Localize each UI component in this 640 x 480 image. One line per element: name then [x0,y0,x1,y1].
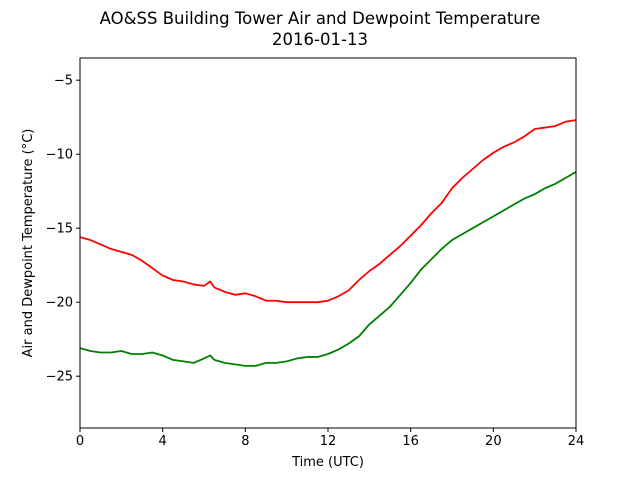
y-tick-label: −10 [46,148,73,163]
chart-title: AO&SS Building Tower Air and Dewpoint Te… [100,9,541,28]
x-axis-label: Time (UTC) [291,455,364,470]
x-tick-label: 0 [76,434,84,449]
x-tick-label: 8 [241,434,249,449]
series-line-2 [79,171,577,367]
plot-frame [79,57,577,429]
y-tick-label: −20 [46,296,73,311]
series-line-1 [79,119,577,304]
y-axis-label: Air and Dewpoint Temperature (°C) [21,129,36,358]
y-tick-label: −15 [46,222,73,237]
chart-subtitle: 2016-01-13 [272,30,368,49]
series-lines [79,119,577,367]
x-tick-label: 20 [485,434,502,449]
y-axis: −25 −20 −15 −10 −5 [46,74,80,385]
x-tick-label: 12 [320,434,337,449]
x-tick-label: 16 [402,434,419,449]
y-tick-label: −5 [54,74,73,89]
x-axis: 0 4 8 12 16 20 24 [76,428,584,449]
x-tick-label: 24 [568,434,585,449]
y-tick-label: −25 [46,370,73,385]
x-tick-label: 4 [159,434,167,449]
